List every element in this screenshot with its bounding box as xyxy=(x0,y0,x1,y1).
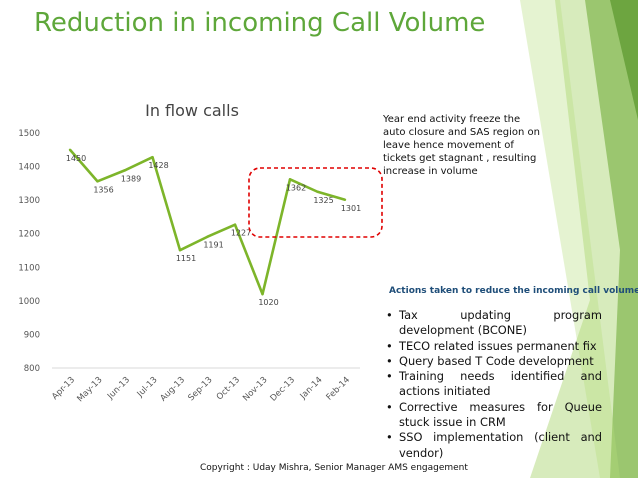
actions-heading: Actions taken to reduce the incoming cal… xyxy=(389,286,638,296)
x-tick-label: Jun-13 xyxy=(105,375,132,402)
bullet-icon: • xyxy=(386,308,393,322)
data-point xyxy=(261,292,264,296)
highlight-box xyxy=(248,167,383,238)
x-tick-label: May-13 xyxy=(75,375,104,404)
action-item: • TECO related issues permanent fix xyxy=(386,339,602,354)
actions-list: • Tax updating program development (BCONE… xyxy=(386,308,602,461)
data-labels: 1450 1356 1389 1428 1151 1191 1227 1020 1362 1325… xyxy=(66,154,361,307)
data-label: 1450 xyxy=(66,154,86,163)
action-item-text: Query based T Code development xyxy=(399,353,594,368)
data-label: 1020 xyxy=(258,298,278,307)
data-label: 1356 xyxy=(93,185,113,194)
bullet-icon: • xyxy=(386,338,393,353)
y-tick-label: 1200 xyxy=(18,230,40,240)
y-tick-label: 800 xyxy=(24,364,40,374)
data-label: 1362 xyxy=(286,183,306,192)
action-item-text: Training needs identified and actions in… xyxy=(399,369,602,399)
slide-title: Reduction in incoming Call Volume xyxy=(34,8,486,38)
annotation-note: Year end activity freeze the auto closur… xyxy=(383,114,541,177)
series-line xyxy=(69,148,346,296)
bullet-icon: • xyxy=(386,430,393,445)
y-axis: 800 900 1000 1100 1200 1300 1400 1500 xyxy=(18,129,40,374)
x-tick-label: Oct-13 xyxy=(215,375,242,402)
data-label: 1428 xyxy=(148,161,168,170)
x-tick-label: Feb-14 xyxy=(325,375,353,403)
data-point xyxy=(151,155,154,159)
action-item-text: Corrective measures for Queue stuck issu… xyxy=(399,399,602,430)
action-item: • SSO implementation (client and vendor) xyxy=(386,430,602,461)
data-label: 1301 xyxy=(341,204,361,213)
data-point xyxy=(96,180,99,183)
bullet-icon: • xyxy=(386,399,393,414)
action-item: • Corrective measures for Queue stuck iss… xyxy=(386,400,602,431)
chart-title: In flow calls xyxy=(145,101,239,120)
data-point xyxy=(316,190,319,193)
x-tick-label: Nov-13 xyxy=(241,375,269,403)
data-label: 1191 xyxy=(203,241,223,250)
x-tick-label: Sep-13 xyxy=(186,375,214,403)
data-label: 1325 xyxy=(313,196,333,205)
data-label: 1389 xyxy=(121,174,141,183)
y-tick-label: 1400 xyxy=(18,163,40,173)
x-tick-label: Dec-13 xyxy=(269,375,298,404)
footer-copyright: Copyright : Uday Mishra, Senior Manager … xyxy=(200,463,468,473)
data-point xyxy=(206,235,209,238)
action-item: • Tax updating program development (BCONE… xyxy=(386,308,602,339)
data-label: 1151 xyxy=(176,254,196,263)
data-point xyxy=(68,148,72,151)
y-tick-label: 1300 xyxy=(18,196,40,206)
data-point xyxy=(233,223,237,226)
x-tick-label: Aug-13 xyxy=(158,375,187,404)
action-item-text: SSO implementation (client and vendor) xyxy=(399,430,602,460)
data-point xyxy=(178,248,182,252)
data-label: 1227 xyxy=(231,229,251,238)
x-tick-label: Jan-14 xyxy=(298,375,325,402)
y-tick-label: 1500 xyxy=(18,129,40,139)
y-tick-label: 900 xyxy=(24,330,40,340)
action-item-text: Tax updating program development (BCONE) xyxy=(399,308,602,338)
data-point xyxy=(288,178,292,181)
series-inflow-calls xyxy=(68,148,347,296)
y-tick-label: 1100 xyxy=(18,263,40,273)
x-tick-label: Jul-13 xyxy=(135,375,160,400)
action-item-text: TECO related issues permanent fix xyxy=(399,338,597,353)
action-item: • Training needs identified and actions i… xyxy=(386,369,602,400)
y-tick-label: 1000 xyxy=(18,297,40,307)
bullet-icon: • xyxy=(386,369,393,384)
bullet-icon: • xyxy=(386,353,393,368)
action-item: • Query based T Code development xyxy=(386,354,602,369)
data-point xyxy=(123,169,127,172)
x-tick-label: Apr-13 xyxy=(50,375,77,402)
data-point xyxy=(343,198,347,202)
